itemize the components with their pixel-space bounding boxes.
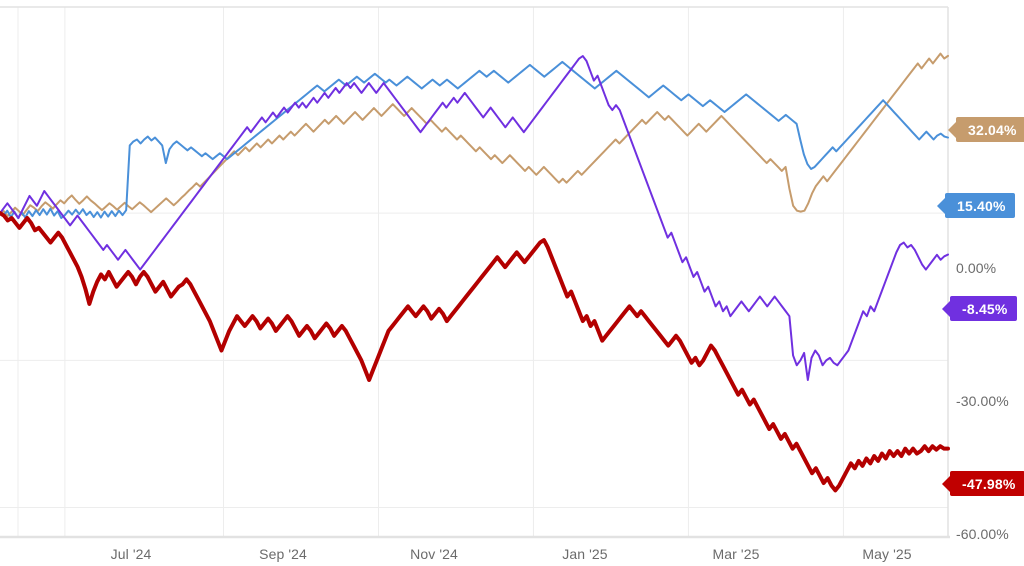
series-line-series-purple xyxy=(0,55,949,381)
y-tick-label-2: -60.00% xyxy=(956,526,1009,542)
series-line-series-red xyxy=(0,211,950,493)
tag-notch-tan xyxy=(948,121,956,138)
end-label-tan[interactable]: 32.04% xyxy=(948,117,1024,142)
series-line-series-blue xyxy=(0,60,949,220)
end-label-red-text: -47.98% xyxy=(962,475,1016,492)
x-tick-label-sep24: Sep '24 xyxy=(259,546,307,562)
tag-notch-blue xyxy=(937,197,945,214)
end-label-red[interactable]: -47.98% xyxy=(942,471,1024,496)
x-tick-label-nov24: Nov '24 xyxy=(410,546,458,562)
end-label-blue[interactable]: 15.40% xyxy=(937,193,1015,218)
end-label-tan-text: 32.04% xyxy=(968,121,1017,138)
tag-notch-purple xyxy=(942,300,950,317)
series-layer xyxy=(0,52,950,493)
end-label-blue-text: 15.40% xyxy=(957,197,1006,214)
series-line-series-tan xyxy=(0,52,949,218)
x-tick-label-jul24: Jul '24 xyxy=(110,546,152,562)
grid-layer xyxy=(0,6,950,539)
x-tick-label-mar25: Mar '25 xyxy=(712,546,760,562)
y-tick-label-1: -30.00% xyxy=(956,393,1009,409)
end-label-purple[interactable]: -8.45% xyxy=(942,296,1017,321)
y-tick-label-0: 0.00% xyxy=(956,260,997,276)
x-tick-label-may25: May '25 xyxy=(862,546,912,562)
end-label-purple-text: -8.45% xyxy=(962,300,1008,317)
tag-notch-red xyxy=(942,475,950,492)
x-tick-label-jan25: Jan '25 xyxy=(562,546,608,562)
